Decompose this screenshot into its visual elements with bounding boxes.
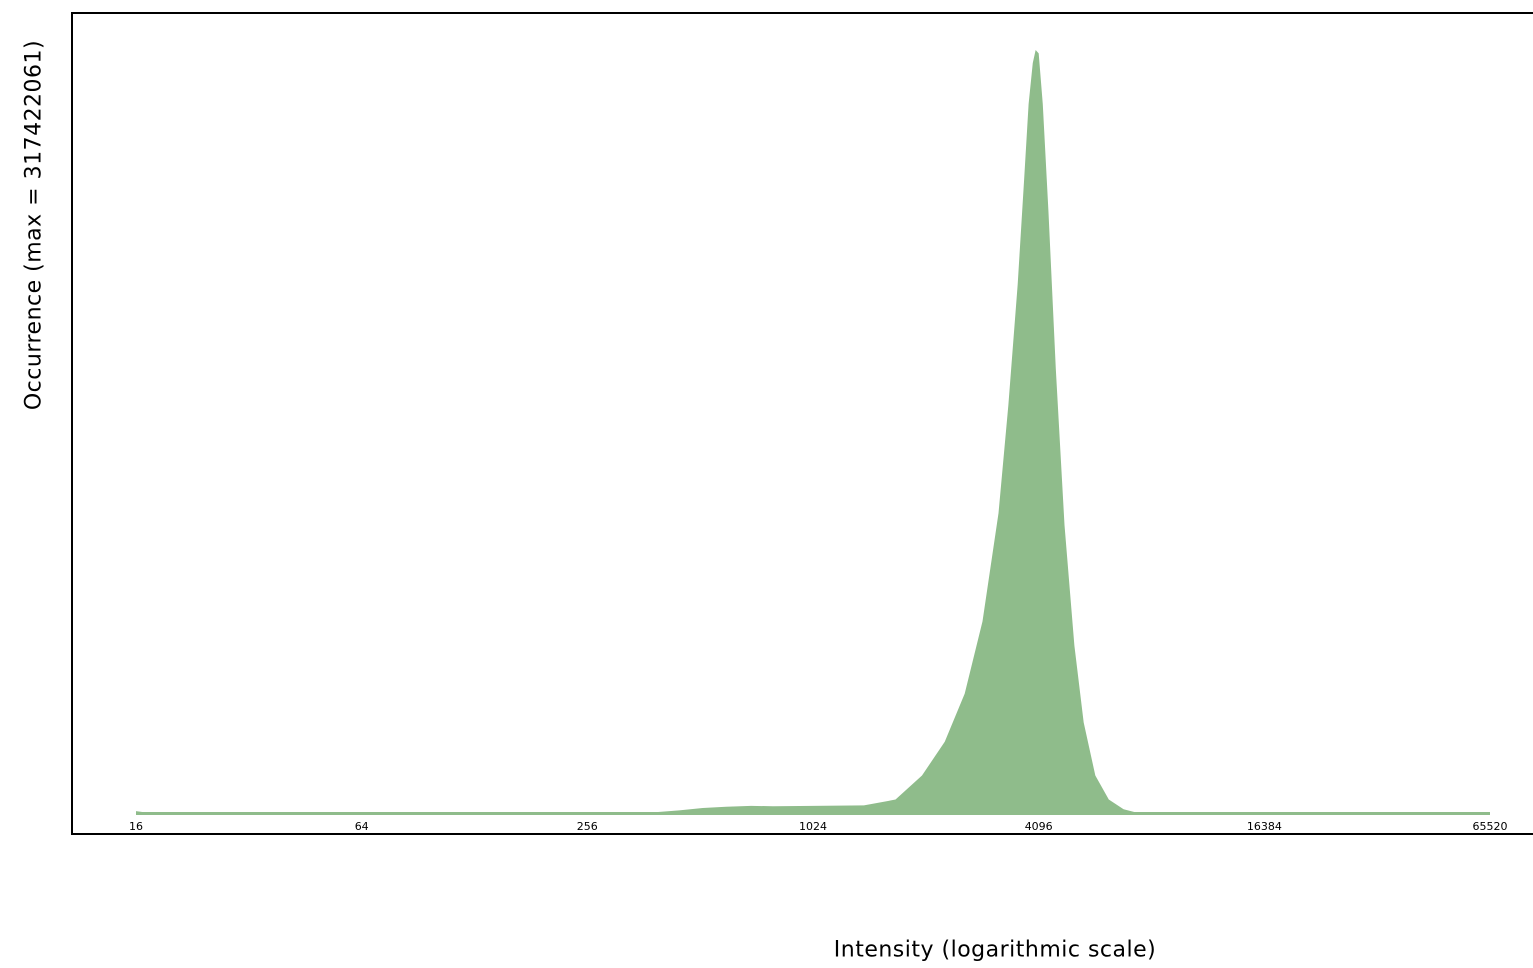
y-axis-label: Occurrence (max = 317422061) bbox=[21, 39, 47, 411]
x-tick-label: 1024 bbox=[799, 820, 827, 833]
chart-frame bbox=[71, 12, 1533, 835]
histogram-area bbox=[136, 50, 1490, 814]
x-tick-label: 16384 bbox=[1247, 820, 1282, 833]
x-tick-labels: 16 64 256 1024 4096 16384 65520 bbox=[129, 820, 1508, 833]
x-tick-label: 65520 bbox=[1473, 820, 1508, 833]
x-tick-label: 256 bbox=[577, 820, 598, 833]
x-axis-label: Intensity (logarithmic scale) bbox=[833, 937, 1157, 963]
x-tick-label: 16 bbox=[129, 820, 143, 833]
x-tick-label: 4096 bbox=[1025, 820, 1053, 833]
x-tick-label: 64 bbox=[355, 820, 369, 833]
